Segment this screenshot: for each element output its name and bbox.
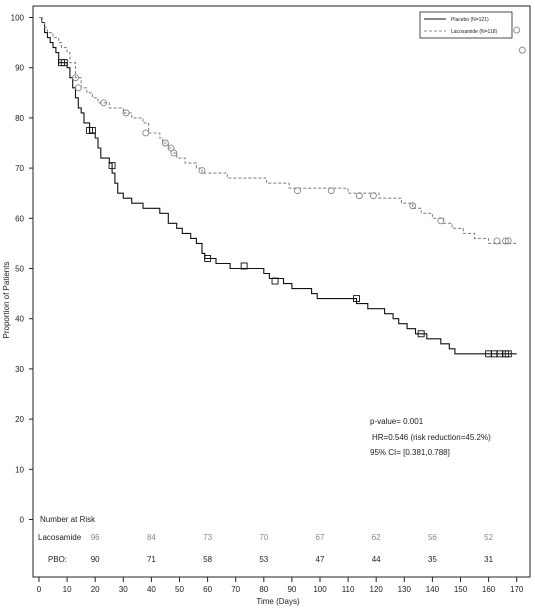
censor-marker [504, 237, 512, 245]
censor-marker [60, 59, 68, 67]
censor-marker [108, 162, 116, 170]
x-tick-label: 70 [231, 585, 240, 594]
y-tick-label: 100 [11, 14, 25, 23]
censor-marker [88, 126, 96, 134]
risk-value: 67 [316, 533, 325, 542]
censor-marker [493, 237, 501, 245]
y-tick-label: 70 [15, 164, 24, 173]
y-tick-label: 60 [15, 214, 24, 223]
censor-marker [72, 74, 79, 82]
x-tick-label: 90 [287, 585, 296, 594]
x-axis: 0 10 20 30 40 50 60 70 80 90 100 110 120 130 140 150 160… [37, 577, 524, 594]
x-axis-title: Time (Days) [256, 597, 300, 606]
y-tick-label: 10 [15, 465, 24, 474]
risk-value: 35 [428, 555, 437, 564]
y-tick-label: 30 [15, 365, 24, 374]
risk-table-title: Number at Risk [40, 515, 96, 524]
risk-value: 52 [484, 533, 493, 542]
series-layer [39, 16, 526, 358]
x-tick-label: 30 [119, 585, 128, 594]
y-tick-label: 80 [15, 114, 24, 123]
censor-marker [167, 144, 175, 152]
km-curve-placebo [39, 16, 517, 355]
censor-marker [204, 255, 212, 262]
x-tick-label: 140 [426, 585, 440, 594]
censor-marker [294, 187, 301, 195]
censor-marker [74, 84, 82, 92]
risk-row-label-pbo: PBO: [48, 555, 67, 564]
censor-marker [437, 217, 445, 225]
censor-marker [100, 99, 108, 107]
x-tick-label: 150 [454, 585, 468, 594]
censor-marker [369, 192, 377, 200]
risk-value: 56 [428, 533, 437, 542]
censor-marker [353, 295, 360, 303]
y-axis-title: Proportion of Patients [2, 262, 11, 339]
x-tick-label: 170 [510, 585, 524, 594]
y-axis: 0 10 20 30 40 50 60 70 80 90 100 [11, 14, 33, 525]
censor-marker [161, 139, 169, 147]
legend-box [419, 11, 513, 39]
censor-marker [417, 330, 425, 338]
censor-marker [142, 129, 150, 137]
risk-table: Number at Risk Lacosamide PBO: 96 84 73 70 6… [38, 515, 494, 564]
censor-marker [504, 350, 512, 358]
censor-marker [327, 187, 335, 195]
x-tick-label: 0 [37, 585, 42, 594]
x-tick-label: 100 [313, 585, 327, 594]
risk-value: 71 [147, 555, 156, 564]
censor-marker [198, 167, 206, 175]
censor-marker [355, 192, 363, 200]
legend-label-lacosamide: Lacosamide (N=118) [451, 29, 498, 35]
censor-marker [271, 277, 279, 285]
y-tick-label: 20 [15, 415, 24, 424]
x-tick-label: 120 [370, 585, 384, 594]
y-tick-label: 0 [20, 516, 25, 525]
km-curve-lacosamide [39, 16, 517, 244]
risk-value: 58 [203, 555, 212, 564]
censor-marker [502, 237, 509, 245]
y-tick-label: 40 [15, 315, 24, 324]
y-tick-label: 90 [15, 64, 24, 73]
risk-values: 96 84 73 70 67 62 56 52 90 71 58 53 47 44 35 31 [91, 533, 494, 564]
stats-annotation: p-value= 0.001 HR=0.546 (risk reduction=… [370, 417, 491, 457]
x-tick-label: 160 [482, 585, 496, 594]
censor-marker [170, 149, 178, 157]
censor-marker [518, 46, 526, 54]
censor-marker [513, 26, 521, 34]
x-tick-label: 130 [398, 585, 412, 594]
risk-value: 62 [372, 533, 381, 542]
risk-value: 90 [91, 555, 100, 564]
risk-value: 44 [372, 555, 381, 564]
x-tick-label: 60 [203, 585, 212, 594]
risk-row-label-lacosamide: Lacosamide [38, 533, 82, 542]
x-tick-label: 20 [91, 585, 100, 594]
x-tick-label: 10 [63, 585, 72, 594]
censor-marker [122, 109, 130, 117]
legend-label-placebo: Placebo (N=121) [451, 17, 489, 23]
x-tick-label: 110 [342, 585, 355, 594]
ci-text: 95% CI= [0.381,0.788] [370, 448, 450, 457]
risk-value: 47 [316, 555, 325, 564]
x-tick-label: 40 [147, 585, 156, 594]
y-tick-label: 50 [15, 265, 24, 274]
legend: Placebo (N=121) Lacosamide (N=118) [419, 11, 513, 39]
risk-value: 73 [203, 533, 212, 542]
risk-value: 31 [484, 555, 493, 564]
plot-frame [32, 5, 531, 578]
risk-value: 96 [91, 533, 100, 542]
censor-marker [409, 202, 417, 210]
x-tick-label: 80 [259, 585, 268, 594]
risk-value: 70 [259, 533, 268, 542]
p-value-text: p-value= 0.001 [370, 417, 424, 426]
x-tick-label: 50 [175, 585, 184, 594]
censor-marker [240, 262, 248, 270]
risk-value: 53 [259, 555, 268, 564]
risk-value: 84 [147, 533, 156, 542]
hr-text: HR=0.546 (risk reduction=45.2%) [372, 433, 491, 442]
